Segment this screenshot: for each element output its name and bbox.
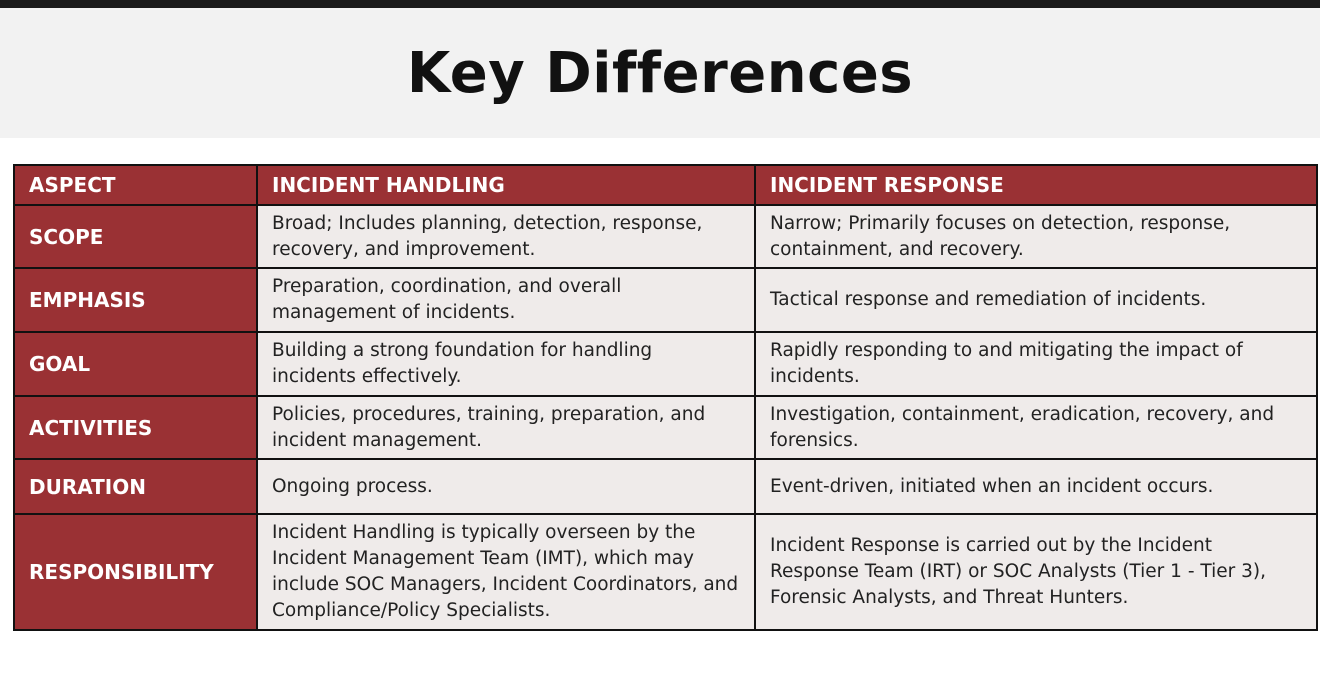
page-title: Key Differences <box>406 40 914 106</box>
title-banner: Key Differences <box>0 8 1320 138</box>
comparison-table: ASPECT INCIDENT HANDLING INCIDENT RESPON… <box>13 164 1318 631</box>
aspect-cell: ACTIVITIES <box>13 395 258 460</box>
header-incident-response: INCIDENT RESPONSE <box>754 164 1318 206</box>
handling-cell: Broad; Includes planning, detection, res… <box>256 204 756 269</box>
table-row: SCOPE Broad; Includes planning, detectio… <box>13 204 1318 269</box>
table-header-row: ASPECT INCIDENT HANDLING INCIDENT RESPON… <box>13 164 1318 206</box>
header-aspect: ASPECT <box>13 164 258 206</box>
handling-cell: Building a strong foundation for handlin… <box>256 331 756 397</box>
table-row: EMPHASIS Preparation, coordination, and … <box>13 267 1318 333</box>
aspect-cell: GOAL <box>13 331 258 397</box>
handling-cell: Policies, procedures, training, preparat… <box>256 395 756 460</box>
header-incident-handling: INCIDENT HANDLING <box>256 164 756 206</box>
response-cell: Incident Response is carried out by the … <box>754 513 1318 631</box>
top-bar <box>0 0 1320 8</box>
response-cell: Investigation, containment, eradication,… <box>754 395 1318 460</box>
aspect-cell: SCOPE <box>13 204 258 269</box>
aspect-cell: EMPHASIS <box>13 267 258 333</box>
aspect-cell: DURATION <box>13 458 258 515</box>
response-cell: Tactical response and remediation of inc… <box>754 267 1318 333</box>
table-row: DURATION Ongoing process. Event-driven, … <box>13 458 1318 515</box>
handling-cell: Ongoing process. <box>256 458 756 515</box>
response-cell: Event-driven, initiated when an incident… <box>754 458 1318 515</box>
table-row: GOAL Building a strong foundation for ha… <box>13 331 1318 397</box>
table-row: ACTIVITIES Policies, procedures, trainin… <box>13 395 1318 460</box>
aspect-cell: RESPONSIBILITY <box>13 513 258 631</box>
response-cell: Narrow; Primarily focuses on detection, … <box>754 204 1318 269</box>
handling-cell: Preparation, coordination, and overall m… <box>256 267 756 333</box>
response-cell: Rapidly responding to and mitigating the… <box>754 331 1318 397</box>
handling-cell: Incident Handling is typically overseen … <box>256 513 756 631</box>
table-row: RESPONSIBILITY Incident Handling is typi… <box>13 513 1318 631</box>
